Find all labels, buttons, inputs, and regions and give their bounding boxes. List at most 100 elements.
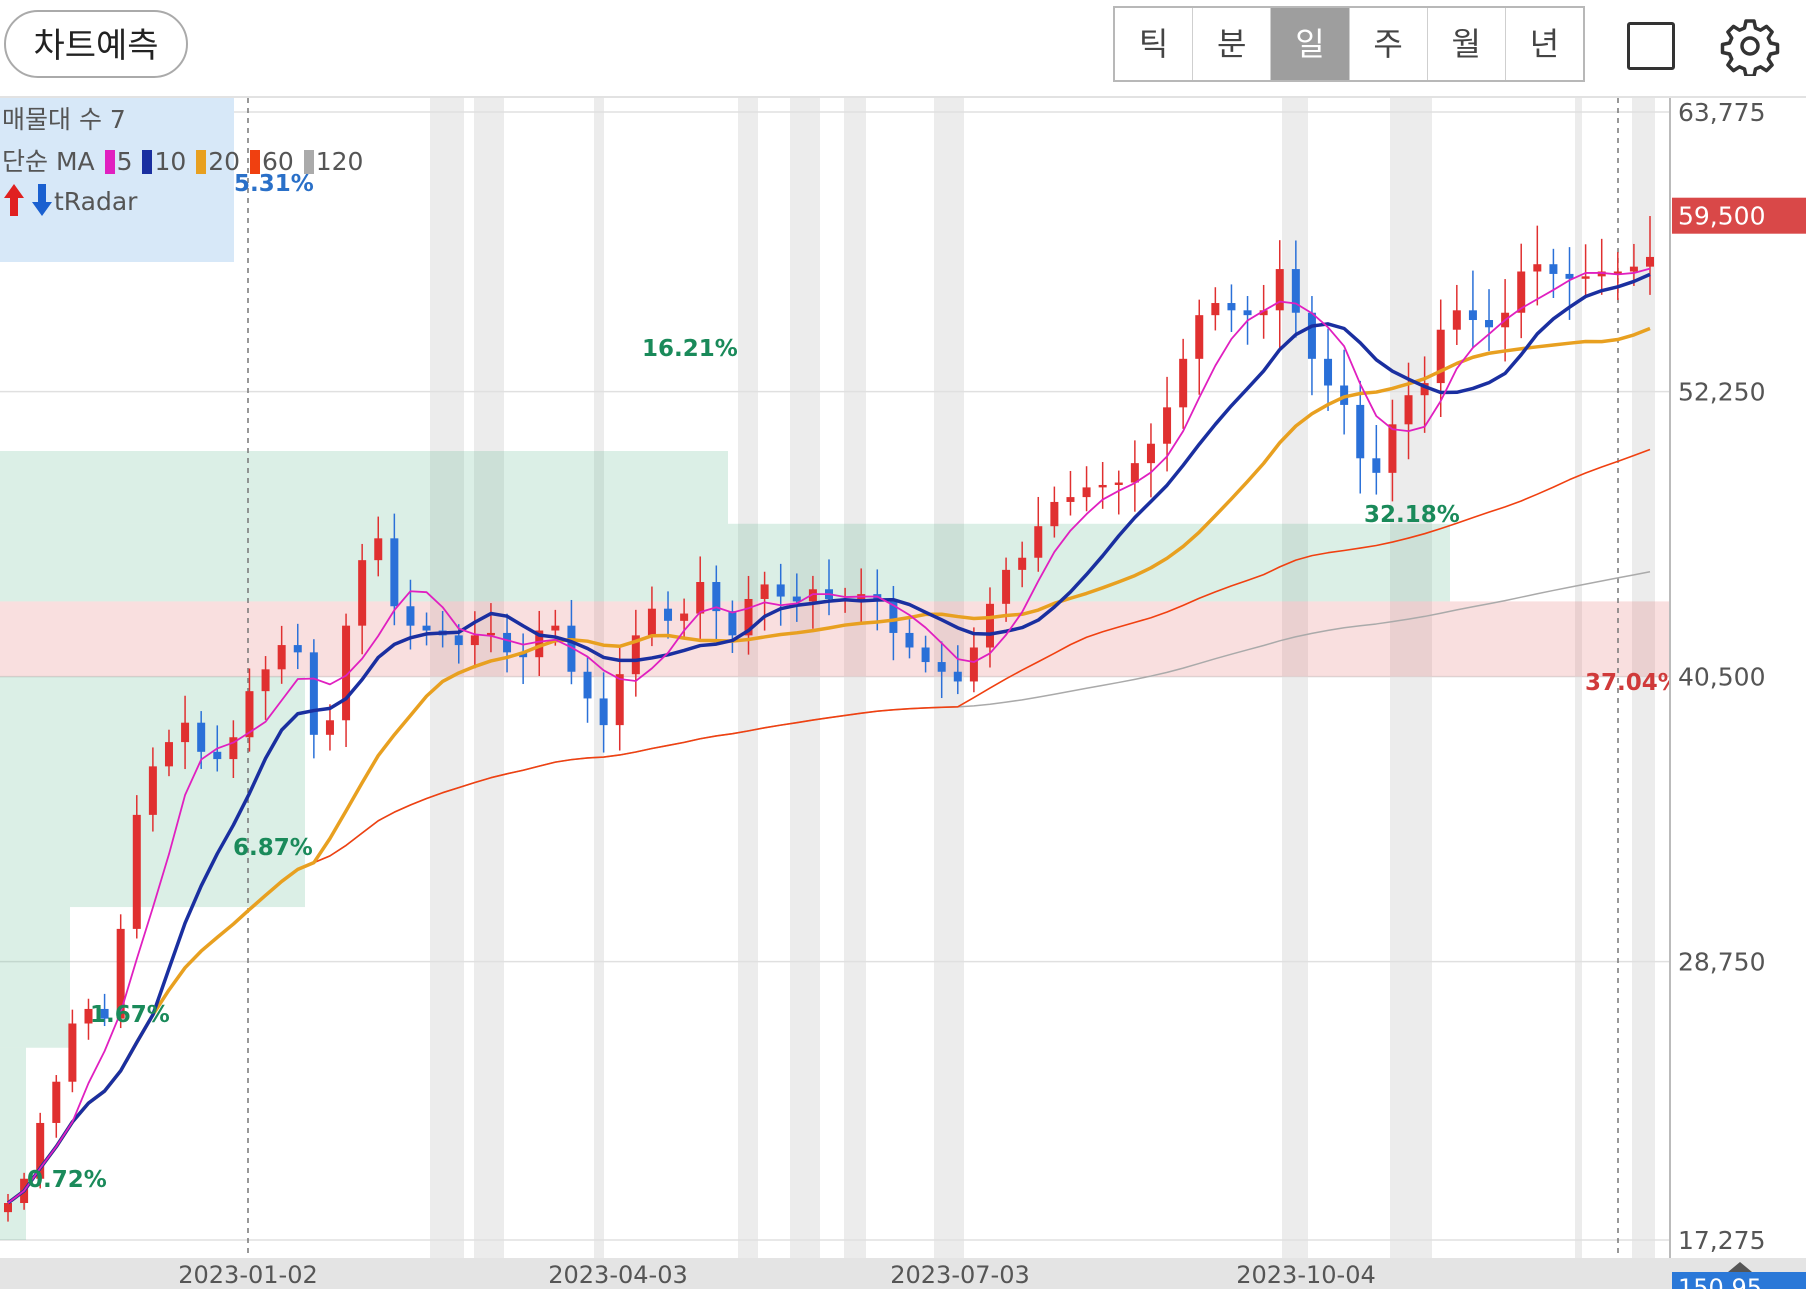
price-tick-label: 63,775 (1678, 98, 1765, 127)
candle-body (615, 674, 624, 726)
volume-zone-5 (0, 1047, 26, 1240)
candle-body (1324, 358, 1333, 386)
chart-predict-button[interactable]: 차트예측 (4, 10, 188, 78)
candle-body (664, 608, 673, 621)
date-tick-label: 2023-01-02 (178, 1261, 317, 1289)
volume-zone-1 (0, 523, 1450, 602)
candle-body (68, 1023, 77, 1082)
candle-body (808, 589, 817, 602)
candle-body (470, 635, 479, 646)
candle-body (599, 698, 608, 726)
candle-body (519, 652, 528, 658)
candle-body (696, 582, 705, 614)
bottom-value-badge (1672, 1272, 1806, 1289)
candle-body (1485, 320, 1494, 328)
candle-body (486, 632, 495, 636)
zone-pct-label: 0.72% (27, 1167, 107, 1193)
tab-year[interactable]: 년 (1505, 8, 1584, 80)
candle-body (454, 635, 463, 646)
tab-tick[interactable]: 틱 (1115, 8, 1194, 80)
candle-body (1420, 383, 1429, 396)
fullscreen-icon[interactable] (1627, 22, 1675, 70)
candle-body (164, 742, 173, 767)
candle-body (969, 647, 978, 682)
zone-pct-label: 37.04% (1585, 670, 1681, 696)
candle-body (1082, 487, 1091, 498)
price-tick-label: 40,500 (1678, 663, 1765, 692)
tab-week[interactable]: 주 (1349, 8, 1428, 80)
candle-body (261, 669, 270, 692)
volume-zone-2 (0, 451, 728, 524)
candle-body (1388, 424, 1397, 473)
session-band-3 (738, 98, 758, 1258)
top-toolbar: 차트예측 틱 분 일 주 월 년 (0, 0, 1806, 98)
candle-body (1307, 312, 1316, 359)
candle-body (631, 635, 640, 675)
tab-month[interactable]: 월 (1427, 8, 1506, 80)
ma120-swatch (303, 150, 314, 174)
zone-pct-label: 6.87% (233, 835, 313, 861)
candle-body (551, 625, 560, 631)
candle-body (985, 603, 994, 648)
date-axis-background (0, 1258, 1806, 1289)
candle-body (181, 722, 190, 743)
candle-body (647, 608, 656, 636)
candle-body (1372, 458, 1381, 473)
ma20-line (6, 326, 1651, 1205)
candle-body (792, 596, 801, 602)
current-price-label: 59,500 (1678, 202, 1765, 231)
candle-body (229, 737, 238, 760)
candle-body (293, 645, 302, 653)
price-chart[interactable]: 37.04% 32.18% 16.21% 6.87% 1.67% 0.72% 5.31% 63… (0, 98, 1806, 1289)
candle-body (1163, 407, 1172, 444)
candle-body (148, 766, 157, 815)
candle-body (325, 720, 334, 735)
candle-body (1034, 526, 1043, 558)
date-tick-label: 2023-04-03 (548, 1261, 687, 1289)
candle-body (1243, 310, 1252, 316)
bottom-value-label: 150,95 (1678, 1274, 1762, 1289)
ma-legend-prefix: 단순 MA (2, 147, 95, 176)
price-axis-background (1670, 98, 1806, 1289)
candle-body (744, 598, 753, 636)
gear-icon[interactable] (1720, 16, 1780, 76)
session-band-5 (844, 98, 866, 1258)
up-down-arrows-icon (4, 184, 52, 216)
tab-minute[interactable]: 분 (1193, 8, 1272, 80)
ma10-line (6, 272, 1651, 1205)
candle-body (937, 662, 946, 672)
zone-pct-label: 32.18% (1364, 502, 1460, 528)
candle-body (1195, 315, 1204, 359)
ma20-swatch (196, 150, 207, 174)
candle-body (1211, 303, 1220, 316)
candle-body (1227, 303, 1236, 311)
candle-body (100, 1008, 109, 1019)
session-band-2 (594, 98, 604, 1258)
candle-body (873, 594, 882, 602)
candle-body (1179, 358, 1188, 408)
price-tick-label: 28,750 (1678, 948, 1765, 977)
ma10-label: 10 (154, 147, 187, 176)
date-tick-label: 2023-10-04 (1236, 1261, 1375, 1289)
candle-body (1002, 569, 1011, 604)
candle-body (1613, 271, 1622, 274)
ma60-label: 60 (261, 147, 294, 176)
candle-body (132, 814, 141, 929)
candle-body (760, 584, 769, 599)
candle-body (1533, 264, 1542, 272)
volume-zone-4 (0, 907, 70, 1048)
candle-body (1291, 269, 1300, 313)
candle-body (1098, 484, 1107, 488)
candle-body (1404, 395, 1413, 425)
scroll-up-icon (1728, 1262, 1752, 1272)
candle-body (4, 1203, 12, 1213)
candle-body (1597, 271, 1606, 277)
candle-body (52, 1081, 61, 1123)
candle-body (245, 691, 254, 738)
candle-body (1259, 310, 1268, 316)
candle-body (116, 928, 125, 1019)
tab-day[interactable]: 일 (1271, 8, 1350, 80)
volume-profile-count: 매물대 수 7 (2, 105, 126, 134)
candle-body (1581, 276, 1590, 279)
candle-body (889, 601, 898, 633)
